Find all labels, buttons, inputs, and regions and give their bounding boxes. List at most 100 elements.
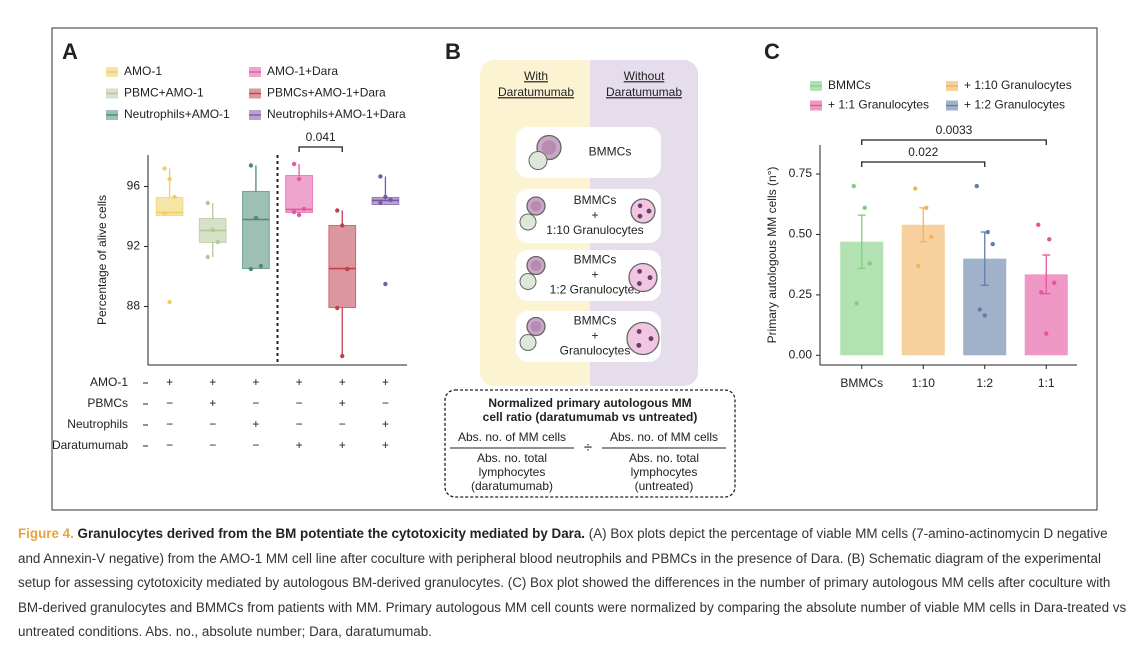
node-label: BMMCs	[574, 314, 617, 328]
denominator: lymphocytes	[631, 465, 698, 479]
data-point	[335, 305, 340, 311]
data-point	[383, 194, 388, 200]
condition-sign: −	[209, 417, 216, 431]
condition-sign: −	[166, 438, 173, 452]
granule	[636, 342, 642, 348]
mm-cell-core	[530, 200, 542, 212]
legend-label: PBMC+AMO-1	[124, 86, 204, 100]
legend-label: AMO-1+Dara	[267, 64, 338, 78]
significance-bracket	[298, 146, 343, 152]
granule	[647, 275, 653, 281]
effector-cell	[519, 334, 537, 351]
data-point	[335, 208, 340, 213]
data-point	[378, 200, 383, 206]
data-point	[345, 266, 350, 272]
data-point	[172, 194, 177, 200]
caption: Figure 4. Granulocytes derived from the …	[18, 522, 1130, 645]
numerator: Abs. no. of MM cells	[458, 430, 566, 444]
caption-text: (A) Box plots depict the percentage of v…	[18, 526, 1127, 639]
legend-label: BMMCs	[828, 78, 871, 92]
granulocyte	[628, 262, 658, 293]
formula-box	[444, 389, 736, 498]
condition-sign: −	[296, 417, 303, 431]
condition-label: AMO-1	[90, 375, 128, 389]
legend-label: Neutrophils+AMO-1	[124, 107, 230, 121]
node-box	[516, 311, 661, 362]
p-value: 0.022	[908, 145, 938, 159]
column-header: Daratumumab	[498, 85, 574, 99]
caption-title: Granulocytes derived from the BM potenti…	[77, 526, 586, 541]
column-header: Without	[624, 69, 665, 83]
data-point	[258, 263, 264, 269]
y-tick-label: 92	[127, 239, 141, 253]
condition-sign: −	[382, 396, 389, 410]
x-tick-label: 1:2	[976, 376, 993, 390]
node-box	[516, 250, 661, 301]
condition-sign: +	[252, 375, 259, 389]
condition-sign: +	[382, 375, 389, 389]
y-tick-label: 96	[127, 179, 141, 193]
condition-sign: +	[209, 396, 216, 410]
legend-label: PBMCs+AMO-1+Dara	[267, 86, 386, 100]
effector-cell	[519, 213, 537, 231]
column-header: Daratumumab	[606, 85, 682, 99]
data-point	[913, 186, 918, 191]
denominator: Abs. no. total	[477, 451, 547, 465]
granule	[637, 213, 643, 219]
data-point	[974, 183, 979, 189]
granule	[646, 208, 652, 214]
data-point	[867, 261, 872, 266]
data-point	[982, 313, 987, 318]
node-label: +	[591, 208, 598, 222]
node-label: BMMCs	[574, 253, 617, 267]
figure: A B C 88 92 96 Percentage of alive cells AMO…	[51, 27, 1098, 511]
data-point	[916, 263, 921, 269]
box	[242, 190, 270, 270]
condition-sign: +	[296, 438, 303, 452]
p-value: 0.041	[306, 130, 336, 144]
panel-letter: A	[62, 39, 78, 64]
operator: ÷	[584, 439, 592, 456]
condition-sign: −	[252, 438, 259, 452]
denominator: lymphocytes	[479, 465, 546, 479]
effector-cell	[528, 151, 548, 170]
node-label: +	[591, 268, 598, 282]
node-label: Granulocytes	[560, 344, 631, 358]
data-point	[296, 212, 302, 218]
column-header: With	[524, 69, 548, 83]
data-point	[162, 211, 167, 216]
condition-sign: +	[339, 396, 346, 410]
data-point	[291, 161, 297, 167]
data-point	[248, 266, 254, 272]
data-point	[388, 197, 393, 203]
formula-title: cell ratio (daratumumab vs untreated)	[483, 410, 698, 424]
condition-sign: −	[209, 438, 216, 452]
data-point	[378, 174, 383, 179]
data-point	[301, 206, 307, 212]
data-point	[985, 229, 990, 235]
granule	[637, 203, 643, 209]
data-point	[162, 166, 167, 171]
condition-sign: −	[166, 396, 173, 410]
condition-label: PBMCs	[87, 396, 128, 410]
data-point	[924, 205, 929, 211]
data-point	[977, 307, 982, 312]
data-point	[929, 234, 934, 240]
condition-sign: −	[296, 396, 303, 410]
mm-cell-core	[530, 321, 542, 332]
legend-label: AMO-1	[124, 64, 162, 78]
y-tick-label: 88	[127, 299, 141, 313]
y-tick-label: 0.25	[789, 287, 813, 301]
granule	[648, 336, 654, 342]
legend-label: + 1:10 Granulocytes	[964, 78, 1072, 92]
node-label: +	[591, 329, 598, 343]
significance-bracket	[861, 139, 1047, 145]
legend-label: + 1:2 Granulocytes	[964, 98, 1065, 112]
data-point	[1036, 222, 1041, 227]
condition-sign: +	[339, 438, 346, 452]
data-point	[1052, 280, 1057, 286]
data-point	[340, 223, 345, 228]
granulocyte	[630, 198, 656, 224]
condition-sign: +	[339, 375, 346, 389]
